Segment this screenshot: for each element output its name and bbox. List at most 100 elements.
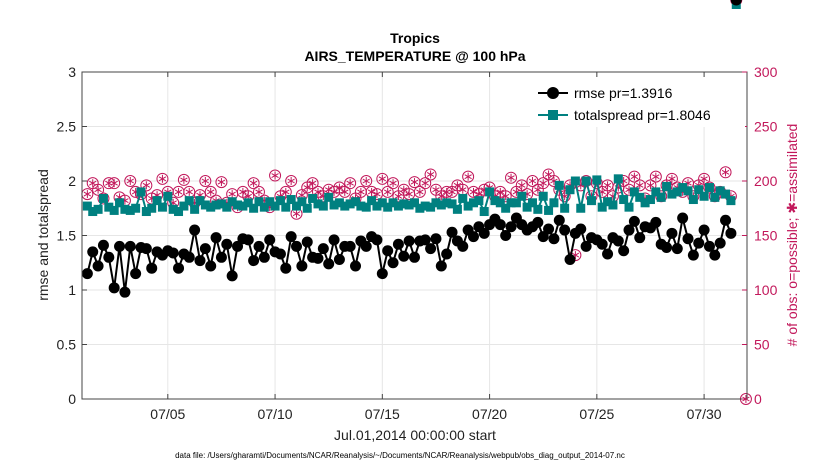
totalspread-point <box>501 203 511 213</box>
rmse-point <box>291 240 303 252</box>
obs-possible-circle <box>140 179 153 192</box>
totalspread-point <box>704 183 714 193</box>
totalspread-point <box>452 204 462 214</box>
totalspread-point <box>345 199 355 209</box>
rmse-point <box>210 232 222 244</box>
rmse-point <box>167 247 179 259</box>
rmse-point <box>264 234 276 246</box>
totalspread-point <box>340 201 350 211</box>
obs-assimilated-asterisk <box>174 189 183 195</box>
legend-totalspread-marker <box>548 110 558 120</box>
rmse-point <box>548 233 560 245</box>
obs-assimilated-asterisk <box>373 191 381 197</box>
totalspread-point <box>511 198 521 208</box>
y-tick-label: 1.5 <box>57 228 77 244</box>
totalspread-point <box>206 202 216 212</box>
totalspread-point <box>157 202 167 212</box>
obs-assimilated-asterisk <box>228 191 236 197</box>
x-tick-label: 07/15 <box>365 406 400 422</box>
totalspread-point <box>82 201 92 211</box>
y-tick-label: 3 <box>68 64 76 80</box>
totalspread-point <box>324 192 334 202</box>
rmse-point <box>280 262 292 274</box>
rmse-point <box>703 240 715 252</box>
totalspread-point <box>517 191 527 201</box>
rmse-point <box>457 240 469 252</box>
totalspread-point <box>581 176 591 186</box>
rmse-point <box>575 223 587 235</box>
totalspread-point <box>329 200 339 210</box>
totalspread-point <box>104 202 114 212</box>
obs-assimilated-asterisk <box>282 189 290 195</box>
obs-assimilated-asterisk <box>298 192 306 198</box>
rmse-point <box>189 224 201 236</box>
obs-assimilated-asterisk <box>426 172 435 177</box>
totalspread-point <box>131 203 141 213</box>
obs-assimilated-asterisk <box>496 189 505 195</box>
legend-rmse-marker <box>547 87 559 99</box>
totalspread-point <box>361 202 371 212</box>
rmse-point <box>92 260 104 272</box>
x-tick-label: 07/30 <box>687 406 722 422</box>
totalspread-point <box>281 202 291 212</box>
totalspread-point <box>426 202 436 212</box>
rmse-point <box>661 241 673 253</box>
rmse-point <box>500 230 512 241</box>
rmse-point <box>666 227 678 239</box>
rmse-point <box>650 216 662 228</box>
rmse-point <box>714 237 726 249</box>
rmse-point <box>124 240 136 252</box>
rmse-point <box>446 226 458 238</box>
totalspread-point <box>485 187 495 197</box>
obs-assimilated-asterisk <box>185 189 193 195</box>
obs-count-marker <box>338 185 351 198</box>
rmse-point <box>693 237 705 249</box>
x-tick-label: 07/05 <box>150 406 185 422</box>
y-right-tick-label: 250 <box>754 119 778 135</box>
rmse-point <box>687 249 699 261</box>
obs-possible-circle <box>419 177 432 190</box>
obs-assimilated-asterisk <box>142 182 151 188</box>
obs-assimilated-asterisk <box>684 180 692 186</box>
totalspread-point <box>211 200 221 210</box>
legend-totalspread-label: totalspread pr=1.8046 <box>574 107 711 123</box>
rmse-point <box>730 0 742 6</box>
rmse-point <box>441 248 453 260</box>
totalspread-point <box>302 203 312 213</box>
obs-count-marker <box>665 172 678 185</box>
totalspread-point <box>554 180 564 190</box>
obs-count-marker <box>456 183 469 196</box>
totalspread-point <box>367 196 377 206</box>
obs-assimilated-asterisk <box>416 189 424 195</box>
rmse-point <box>709 249 721 261</box>
obs-possible-circle <box>247 177 260 190</box>
rmse-point <box>248 255 260 267</box>
obs-assimilated-asterisk <box>501 193 510 199</box>
obs-possible-circle <box>499 190 512 203</box>
rmse-point <box>387 257 399 269</box>
obs-assimilated-asterisk <box>721 169 730 175</box>
obs-assimilated-asterisk <box>518 182 526 188</box>
totalspread-point <box>549 198 559 208</box>
totalspread-point <box>603 197 613 207</box>
totalspread-point <box>479 207 489 217</box>
obs-possible-circle <box>644 179 657 192</box>
obs-count-marker <box>403 188 416 201</box>
data-file-footnote: data file: /Users/gharamti/Documents/NCA… <box>175 451 625 460</box>
totalspread-point <box>308 193 318 203</box>
obs-count-marker <box>376 172 389 185</box>
totalspread-point <box>667 189 677 199</box>
obs-count-marker <box>156 172 169 185</box>
obs-count-marker <box>381 185 394 198</box>
obs-possible-circle <box>269 169 282 182</box>
obs-possible-circle <box>703 181 716 194</box>
obs-possible-circle <box>204 185 217 198</box>
x-axis-label: Jul.01,2014 00:00:00 start <box>334 427 496 443</box>
rmse-point <box>430 233 442 245</box>
totalspread-point <box>651 187 661 197</box>
obs-possible-circle <box>108 177 121 190</box>
totalspread-point <box>640 198 650 208</box>
obs-assimilated-asterisk <box>389 180 397 186</box>
chart-title: Tropics <box>390 30 440 46</box>
obs-assimilated-asterisk <box>249 180 258 186</box>
